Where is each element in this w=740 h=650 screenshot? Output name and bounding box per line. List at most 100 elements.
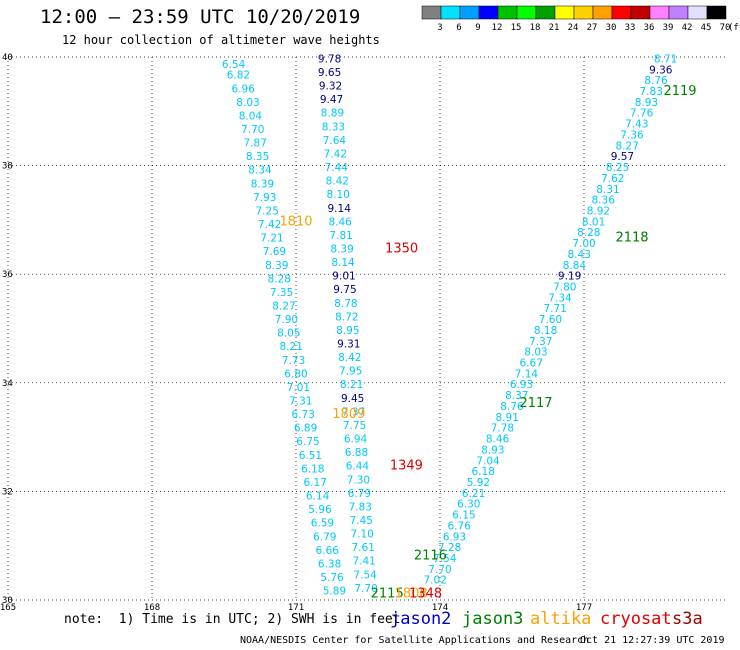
swh-value-label: 8.39 xyxy=(251,178,274,190)
swh-value-label: 8.46 xyxy=(328,216,352,228)
swh-value-label: 6.75 xyxy=(296,436,319,448)
swh-value-label: 7.45 xyxy=(350,515,373,527)
colorbar-label: 39 xyxy=(663,23,674,33)
swh-value-label: 9.36 xyxy=(649,64,673,76)
swh-value-label: 7.42 xyxy=(324,148,347,160)
colorbar-label: 24 xyxy=(568,23,579,33)
swh-value-label: 7.01 xyxy=(287,382,310,394)
footer-credit: NOAA/NESDIS Center for Satellite Applica… xyxy=(240,635,590,646)
colorbar-label: 70 xyxy=(720,23,731,33)
swh-value-label: 7.02 xyxy=(424,575,447,587)
swh-value-label: 8.39 xyxy=(265,260,288,272)
swh-value-label: 6.80 xyxy=(284,368,307,380)
pass-time-label: 1809 xyxy=(332,407,365,422)
swh-value-label: 6.51 xyxy=(299,450,322,462)
legend-altika: altika xyxy=(530,609,592,629)
x-tick-label: 171 xyxy=(288,603,304,613)
y-tick-label: 34 xyxy=(2,379,13,389)
colorbar-swatch xyxy=(478,5,499,20)
swh-value-label: 8.28 xyxy=(268,273,291,285)
swh-value-label: 7.83 xyxy=(349,501,372,513)
swh-value-label: 9.57 xyxy=(611,151,634,163)
colorbar-swatch xyxy=(573,5,594,20)
swh-value-label: 7.62 xyxy=(601,173,624,185)
swh-value-label: 6.88 xyxy=(345,447,368,459)
swh-value-label: 6.15 xyxy=(452,510,475,522)
colorbar-swatch xyxy=(592,5,613,20)
pass-time-label: 2116 xyxy=(414,548,447,563)
swh-value-label: 7.00 xyxy=(572,238,595,250)
colorbar-swatch xyxy=(535,5,556,20)
chart-subtitle: 12 hour collection of altimeter wave hei… xyxy=(62,33,380,47)
swh-value-label: 9.32 xyxy=(319,81,342,93)
swh-value-label: 8.03 xyxy=(524,347,547,359)
colorbar-label: 27 xyxy=(587,23,598,33)
swh-value-label: 6.79 xyxy=(348,488,371,500)
swh-value-label: 6.82 xyxy=(227,70,250,82)
swh-value-label: 8.76 xyxy=(500,401,524,413)
swh-value-label: 9.65 xyxy=(318,67,341,79)
swh-value-label: 7.83 xyxy=(640,86,663,98)
colorbar-swatch xyxy=(440,5,461,20)
swh-value-label: 7.73 xyxy=(282,355,305,367)
pass-time-label: 2118 xyxy=(615,231,648,246)
swh-value-label: 7.70 xyxy=(428,564,451,576)
swh-value-label: 8.04 xyxy=(239,110,263,122)
pass-time-label: 1808 xyxy=(395,586,428,601)
swh-value-label: 6.93 xyxy=(443,531,466,543)
swh-value-label: 7.21 xyxy=(260,233,283,245)
swh-value-label: 6.14 xyxy=(306,491,330,503)
swh-value-label: 7.70 xyxy=(354,583,377,595)
swh-value-label: 5.89 xyxy=(323,586,346,598)
swh-value-label: 6.66 xyxy=(316,545,340,557)
y-tick-label: 30 xyxy=(2,596,13,606)
swh-value-label: 7.61 xyxy=(352,542,375,554)
swh-value-label: 6.59 xyxy=(311,518,334,530)
colorbar-swatch xyxy=(516,5,537,20)
swh-value-label: 6.18 xyxy=(472,466,495,478)
pass-time-label: 2117 xyxy=(519,396,552,411)
swh-value-label: 8.03 xyxy=(236,97,259,109)
swh-value-label: 6.18 xyxy=(301,463,324,475)
swh-value-label: 8.92 xyxy=(587,205,610,217)
swh-value-label: 7.64 xyxy=(323,135,347,147)
swh-value-label: 8.78 xyxy=(334,298,357,310)
swh-value-label: 8.84 xyxy=(563,260,587,272)
swh-value-label: 9.31 xyxy=(337,339,360,351)
colorbar-unit: (ft) xyxy=(728,23,740,33)
swh-value-label: 7.37 xyxy=(342,406,365,418)
x-tick-label: 165 xyxy=(0,603,16,613)
swh-value-label: 6.21 xyxy=(462,488,485,500)
swh-value-label: 7.42 xyxy=(258,219,281,231)
colorbar-label: 30 xyxy=(606,23,617,33)
colorbar-swatch xyxy=(554,5,575,20)
swh-value-label: 8.35 xyxy=(246,151,269,163)
swh-value-label: 8.71 xyxy=(654,53,677,65)
swh-value-label: 8.27 xyxy=(616,140,639,152)
swh-value-label: 7.37 xyxy=(529,336,552,348)
colorbar-swatch xyxy=(611,5,632,20)
swh-value-label: 8.76 xyxy=(644,75,668,87)
swh-value-label: 8.39 xyxy=(330,243,353,255)
swh-value-label: 7.70 xyxy=(241,124,264,136)
swh-value-label: 7.28 xyxy=(438,542,461,554)
colorbar-swatch xyxy=(459,5,480,20)
legend-s3a: s3a xyxy=(672,609,703,629)
swh-value-label: 7.31 xyxy=(289,396,312,408)
swh-value-label: 8.95 xyxy=(336,325,359,337)
colorbar-swatch xyxy=(421,5,442,20)
colorbar-label: 42 xyxy=(682,23,693,33)
swh-value-label: 7.78 xyxy=(491,423,514,435)
swh-value-label: 8.93 xyxy=(481,444,504,456)
chart-title: 12:00 – 23:59 UTC 10/20/2019 xyxy=(40,6,361,28)
swh-value-label: 7.30 xyxy=(347,474,370,486)
legend-jason2: jason2 xyxy=(390,609,452,629)
colorbar-label: 12 xyxy=(492,23,503,33)
swh-value-label: 6.89 xyxy=(294,423,317,435)
swh-value-label: 7.04 xyxy=(476,455,500,467)
swh-value-label: 6.94 xyxy=(344,434,368,446)
swh-value-label: 7.93 xyxy=(253,192,276,204)
swh-value-label: 7.81 xyxy=(329,230,352,242)
